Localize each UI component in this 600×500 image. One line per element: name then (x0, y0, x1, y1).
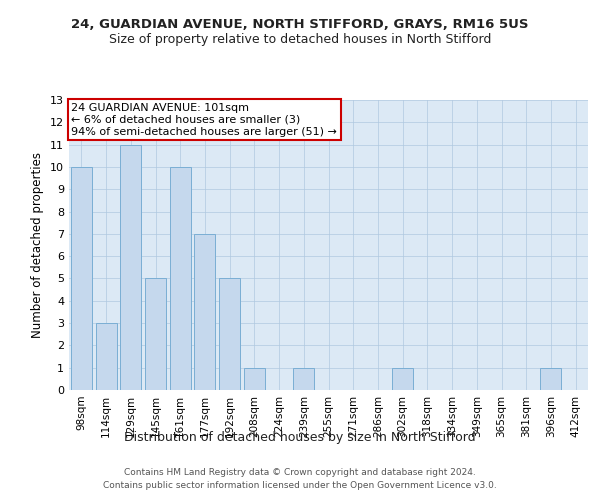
Bar (293, 368, 314, 390)
Bar (71, 167, 92, 390)
Bar (194, 234, 215, 390)
Y-axis label: Number of detached properties: Number of detached properties (31, 152, 44, 338)
Text: Contains public sector information licensed under the Open Government Licence v3: Contains public sector information licen… (103, 480, 497, 490)
Bar (244, 368, 265, 390)
Bar (145, 278, 166, 390)
Bar (392, 368, 413, 390)
Text: Distribution of detached houses by size in North Stifford: Distribution of detached houses by size … (124, 431, 476, 444)
Text: 24, GUARDIAN AVENUE, NORTH STIFFORD, GRAYS, RM16 5US: 24, GUARDIAN AVENUE, NORTH STIFFORD, GRA… (71, 18, 529, 30)
Text: 24 GUARDIAN AVENUE: 101sqm
← 6% of detached houses are smaller (3)
94% of semi-d: 24 GUARDIAN AVENUE: 101sqm ← 6% of detac… (71, 104, 337, 136)
Bar (120, 144, 141, 390)
Bar (170, 167, 191, 390)
Text: Contains HM Land Registry data © Crown copyright and database right 2024.: Contains HM Land Registry data © Crown c… (124, 468, 476, 477)
Text: Size of property relative to detached houses in North Stifford: Size of property relative to detached ho… (109, 32, 491, 46)
Bar (541, 368, 562, 390)
Bar (95, 323, 116, 390)
Bar (219, 278, 240, 390)
